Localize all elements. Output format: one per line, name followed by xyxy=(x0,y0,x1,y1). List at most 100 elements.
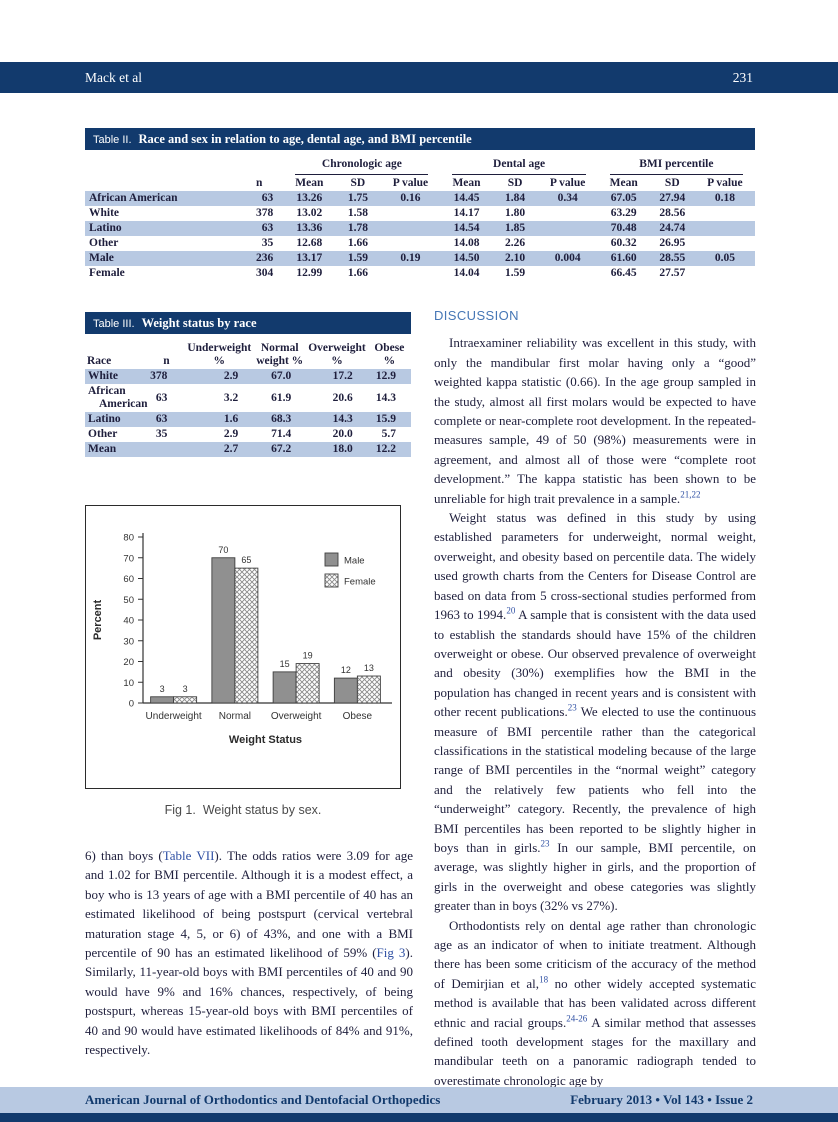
legend-label-male: Male xyxy=(344,556,365,567)
svg-text:50: 50 xyxy=(123,595,134,606)
cell: 35 xyxy=(155,428,168,440)
bar-male-3 xyxy=(333,677,358,704)
cell: 2.9 xyxy=(223,428,239,440)
bar-female-0 xyxy=(173,696,198,704)
text-segment: ). The odds ratios were 3.09 for age and… xyxy=(85,848,413,961)
text-segment: Weight status was defined in this study … xyxy=(434,510,756,623)
table-row: Other 35 12.68 1.66 14.08 2.26 60.32 26.95 xyxy=(85,236,755,251)
figure-caption: Fig 1. Weight status by sex. xyxy=(85,803,401,817)
cell: 1.85 xyxy=(505,222,526,234)
cell: 67.0 xyxy=(271,370,292,382)
reference-link[interactable]: 23 xyxy=(540,838,550,849)
bar-chart: 0 10 20 30 40 50 60 70 80 3 3 Underweight 70 65 Normal… xyxy=(92,533,392,746)
table3-grid: Race n Underweight % Normal weight % Ove… xyxy=(85,341,411,457)
table-row: Mean 2.7 67.2 18.0 12.2 xyxy=(85,442,411,457)
reference-link[interactable]: 20 xyxy=(506,605,516,616)
cell: 67.05 xyxy=(610,192,637,204)
cell: 3.2 xyxy=(223,391,239,404)
cell: 378 xyxy=(150,370,168,382)
table-row: Latino 63 1.6 68.3 14.3 15.9 xyxy=(85,412,411,427)
svg-text:65: 65 xyxy=(241,555,251,565)
cell: 1.66 xyxy=(347,267,368,279)
row-label: Female xyxy=(89,267,125,279)
table3-label: Table III. xyxy=(93,318,135,330)
reference-link[interactable]: 21,22 xyxy=(680,489,701,500)
svg-text:70: 70 xyxy=(218,545,228,555)
cell xyxy=(538,206,598,221)
reference-link[interactable]: Table VII xyxy=(162,848,215,863)
table-row: Other 35 2.9 71.4 20.0 5.7 xyxy=(85,427,411,442)
cell: 14.45 xyxy=(453,192,480,204)
figure-caption-text: Weight status by sex. xyxy=(202,803,322,817)
cell: 24.74 xyxy=(659,222,686,234)
cell: 68.3 xyxy=(271,413,292,425)
table-row: Latino 63 13.36 1.78 14.54 1.85 70.48 24.74 xyxy=(85,221,755,236)
cell: 1.59 xyxy=(505,267,526,279)
text-segment: In our sample, BMI percentile, on averag… xyxy=(434,839,756,914)
svg-text:3: 3 xyxy=(183,684,188,694)
table2-group-header-row: Chronologic age Dental age BMI percentil… xyxy=(85,157,755,176)
cell: 17.2 xyxy=(332,370,353,382)
col-header-mean-3: Mean xyxy=(609,177,638,189)
group-header-bmi-percentile: BMI percentile xyxy=(609,158,743,175)
table3-column-header-row: Race n Underweight % Normal weight % Ove… xyxy=(85,341,411,369)
cell: 70.48 xyxy=(610,222,637,234)
reference-link[interactable]: 23 xyxy=(567,702,577,713)
reference-link[interactable]: 18 xyxy=(539,974,549,985)
col-header-pvalue-1: P value xyxy=(392,177,429,189)
cell: 35 xyxy=(261,237,274,249)
row-label: White xyxy=(89,207,120,219)
row-label: White xyxy=(88,370,119,382)
cell: 13.36 xyxy=(296,222,323,234)
cell xyxy=(538,221,598,236)
cell: 18.0 xyxy=(332,443,353,455)
table3-title: Weight status by race xyxy=(141,316,257,330)
svg-text:19: 19 xyxy=(303,651,313,661)
footer: American Journal of Orthodontics and Den… xyxy=(0,1087,838,1113)
bar-female-1 xyxy=(234,567,259,704)
row-label: Latino xyxy=(89,222,122,234)
cell: 236 xyxy=(256,252,274,264)
col-header-mean-1: Mean xyxy=(295,177,324,189)
cell: 5.7 xyxy=(381,428,396,440)
bar-male-0 xyxy=(150,696,175,704)
cell: 14.3 xyxy=(375,391,396,404)
cell: 28.55 xyxy=(659,252,686,264)
svg-text:80: 80 xyxy=(123,533,134,544)
text-segment: ). Similarly, 11-year-old boys with BMI … xyxy=(85,945,414,1058)
cell: 12.68 xyxy=(296,237,323,249)
cell xyxy=(380,236,440,251)
cell: 63 xyxy=(155,413,168,425)
cell: 14.17 xyxy=(453,207,480,219)
cell: 15.9 xyxy=(375,413,396,425)
cell: 378 xyxy=(256,207,274,219)
svg-text:13: 13 xyxy=(364,663,374,673)
row-label: Other xyxy=(88,428,118,440)
cell: 63 xyxy=(155,391,168,404)
right-text-column: DISCUSSION Intraexaminer reliability was… xyxy=(434,306,756,1090)
col-header-pvalue-3: P value xyxy=(707,177,743,189)
reference-link[interactable]: 24-26 xyxy=(566,1013,588,1024)
cell xyxy=(380,206,440,221)
cell: 63.29 xyxy=(610,207,637,219)
table2: Table II. Race and sex in relation to ag… xyxy=(85,128,755,281)
running-author: Mack et al xyxy=(85,69,142,85)
row-label: Other xyxy=(89,237,119,249)
cell: 0.004 xyxy=(554,252,581,264)
cell: 2.26 xyxy=(505,237,526,249)
cell: 2.9 xyxy=(223,370,239,382)
text-segment: no other widely accepted systematic meth… xyxy=(434,975,756,1030)
legend-swatch-female xyxy=(324,573,339,588)
cell: 13.02 xyxy=(296,207,323,219)
table-row: White 378 13.02 1.58 14.17 1.80 63.29 28.56 xyxy=(85,206,755,221)
table-row: Female 304 12.99 1.66 14.04 1.59 66.45 27.57 xyxy=(85,266,755,281)
text-segment: 6) than boys ( xyxy=(85,848,163,863)
bar-female-3 xyxy=(356,675,381,704)
running-header: Mack et al 231 xyxy=(0,62,838,93)
svg-text:60: 60 xyxy=(123,574,134,585)
cell xyxy=(538,236,598,251)
cell: 20.0 xyxy=(332,428,353,440)
cell xyxy=(695,236,755,251)
reference-link[interactable]: Fig 3 xyxy=(376,945,406,961)
cell: 2.10 xyxy=(505,252,526,264)
